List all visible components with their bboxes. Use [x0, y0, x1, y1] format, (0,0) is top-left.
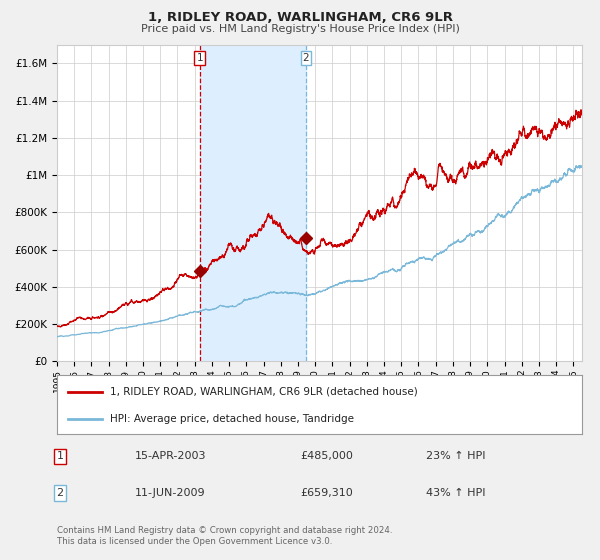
Text: 43% ↑ HPI: 43% ↑ HPI	[426, 488, 485, 498]
Text: 1, RIDLEY ROAD, WARLINGHAM, CR6 9LR (detached house): 1, RIDLEY ROAD, WARLINGHAM, CR6 9LR (det…	[110, 386, 417, 396]
Text: 2: 2	[56, 488, 64, 498]
Text: 2: 2	[302, 53, 309, 63]
Text: 1: 1	[196, 53, 203, 63]
Text: 15-APR-2003: 15-APR-2003	[135, 451, 206, 461]
Text: 1: 1	[56, 451, 64, 461]
Text: £485,000: £485,000	[300, 451, 353, 461]
Text: Contains HM Land Registry data © Crown copyright and database right 2024.
This d: Contains HM Land Registry data © Crown c…	[57, 526, 392, 546]
Text: £659,310: £659,310	[300, 488, 353, 498]
Text: 23% ↑ HPI: 23% ↑ HPI	[426, 451, 485, 461]
Text: 11-JUN-2009: 11-JUN-2009	[135, 488, 206, 498]
Text: HPI: Average price, detached house, Tandridge: HPI: Average price, detached house, Tand…	[110, 414, 353, 424]
Bar	[200, 45, 306, 361]
Text: Price paid vs. HM Land Registry's House Price Index (HPI): Price paid vs. HM Land Registry's House …	[140, 24, 460, 34]
Text: 1, RIDLEY ROAD, WARLINGHAM, CR6 9LR: 1, RIDLEY ROAD, WARLINGHAM, CR6 9LR	[148, 11, 452, 24]
